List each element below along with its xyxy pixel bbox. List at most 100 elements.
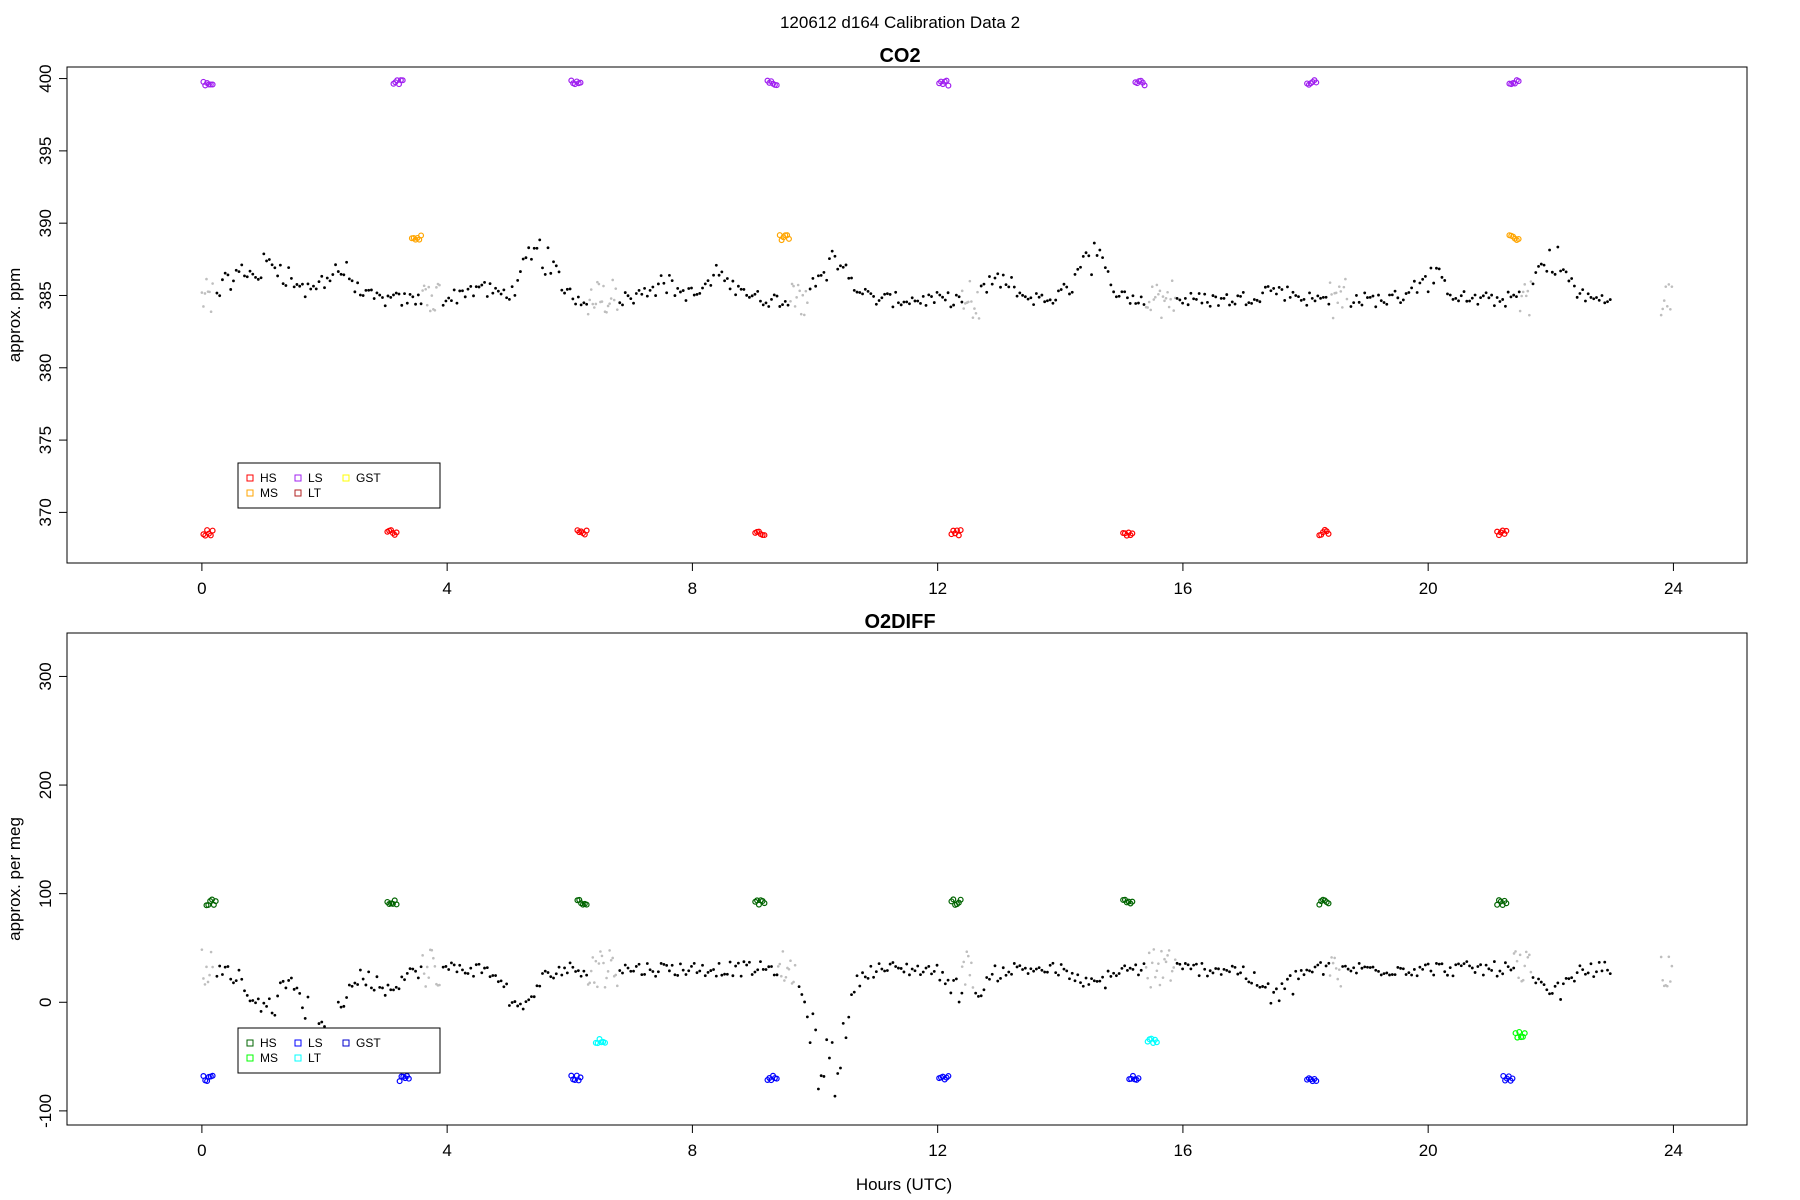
o2diff-sample-point	[1004, 973, 1008, 977]
o2diff-sample-point	[1087, 983, 1091, 986]
o2diff-flush-point	[1659, 955, 1663, 959]
o2diff-cal-point-hs	[1129, 898, 1136, 905]
co2-sample-point	[552, 260, 555, 264]
o2diff-sample-point	[342, 1004, 346, 1008]
co2-flush-point	[1661, 307, 1664, 311]
o2diff-sample-point	[1236, 972, 1240, 976]
co2-sample-point	[1178, 298, 1182, 302]
co2-sample-point	[1288, 295, 1292, 299]
o2diff-legend-label-hs: HS	[260, 1036, 277, 1050]
co2-sample-point	[687, 287, 691, 290]
co2-x-tick-label: 8	[688, 579, 697, 598]
o2diff-sample-point	[372, 988, 376, 992]
o2diff-sample-point	[347, 983, 351, 987]
o2diff-sample-point	[692, 961, 696, 965]
co2-sample-point	[654, 294, 658, 297]
o2diff-sample-point	[960, 991, 964, 995]
o2diff-sample-point	[1244, 977, 1248, 981]
o2diff-sample-point	[905, 962, 909, 966]
co2-sample-point	[767, 305, 771, 308]
co2-sample-point	[549, 271, 553, 275]
o2diff-y-axis-label: approx. per meg	[5, 817, 24, 941]
co2-sample-point	[645, 294, 649, 298]
co2-sample-point	[952, 303, 955, 307]
o2diff-sample-point	[1396, 966, 1400, 969]
o2diff-sample-point	[670, 963, 674, 967]
o2diff-sample-point	[1481, 973, 1485, 977]
co2-sample-point	[874, 302, 878, 306]
o2diff-sample-point	[267, 997, 271, 1001]
o2diff-sample-point	[1426, 962, 1430, 966]
o2diff-sample-point	[1134, 963, 1138, 967]
o2diff-flush-point	[776, 965, 780, 968]
o2diff-flush-point	[1512, 952, 1516, 955]
co2-sample-point	[690, 286, 693, 290]
co2-cal-point-ls	[1313, 79, 1320, 86]
co2-sample-point	[306, 282, 310, 286]
o2diff-sample-point	[1597, 960, 1601, 964]
co2-sample-point	[1608, 298, 1612, 301]
co2-sample-point	[1101, 256, 1104, 260]
o2diff-sample-point	[400, 975, 404, 979]
co2-sample-point	[676, 286, 680, 290]
o2diff-flush-point	[1333, 956, 1336, 960]
o2diff-sample-point	[725, 972, 729, 976]
co2-flush-point	[971, 316, 975, 319]
o2diff-sample-point	[1046, 970, 1049, 974]
o2diff-legend-label-gst: GST	[356, 1036, 381, 1050]
o2diff-sample-point	[218, 964, 222, 968]
co2-sample-point	[1371, 294, 1375, 298]
o2diff-x-axis: 0 4 8 12 16 20 24	[197, 1124, 1683, 1160]
co2-sample-point	[1581, 288, 1585, 292]
o2diff-sample-point	[993, 964, 997, 968]
co2-sample-point	[734, 293, 738, 297]
o2diff-sample-point	[1327, 961, 1331, 965]
co2-flush-point	[1164, 297, 1168, 300]
o2diff-sample-point	[714, 974, 718, 978]
co2-sample-point	[1230, 300, 1234, 304]
o2diff-legend-label-ls: LS	[308, 1036, 323, 1050]
o2diff-flush-point	[1149, 986, 1153, 989]
co2-sample-point	[1200, 301, 1204, 305]
co2-sample-point	[262, 252, 266, 256]
o2diff-sample-point	[284, 986, 288, 990]
co2-sample-point	[1459, 294, 1463, 298]
o2diff-sample-point	[1299, 969, 1303, 972]
co2-sample-point	[372, 297, 376, 300]
co2-sample-point	[756, 290, 760, 293]
co2-sample-point	[521, 257, 525, 261]
o2diff-flush-point	[967, 954, 970, 958]
o2diff-panel: O2DIFF 0 4 8 12 16 20 24 -100 0 100 200 300 approx…	[5, 611, 1748, 1194]
co2-sample-point	[265, 259, 268, 263]
co2-flush-point	[608, 302, 611, 305]
o2diff-flush-point	[591, 956, 595, 959]
o2diff-flush-point	[211, 965, 214, 969]
o2diff-sample-point	[350, 984, 354, 988]
o2diff-flush-point	[1173, 958, 1177, 961]
co2-sample-point	[303, 295, 307, 299]
co2-legend-box	[237, 462, 441, 509]
co2-sample-point	[1473, 293, 1477, 297]
co2-cal-point-hs	[957, 527, 964, 534]
co2-sample-point	[1401, 298, 1405, 302]
co2-sample-point	[1360, 303, 1364, 307]
co2-sample-point	[1183, 296, 1187, 300]
co2-flush-point	[799, 312, 803, 316]
o2diff-sample-point	[858, 984, 862, 988]
o2diff-sample-point	[463, 971, 467, 975]
o2diff-sample-point	[1294, 969, 1298, 973]
co2-sample-point	[1589, 296, 1593, 299]
co2-flush-point	[422, 284, 426, 288]
co2-sample-point	[1244, 303, 1248, 307]
co2-sample-point	[1310, 296, 1314, 300]
o2diff-sample-point	[651, 970, 655, 973]
o2diff-sample-point	[1316, 963, 1320, 967]
o2diff-sample-point	[1310, 970, 1314, 974]
o2diff-flush-point	[206, 980, 210, 984]
co2-flush-point	[792, 284, 795, 288]
o2diff-sample-point	[1195, 962, 1198, 966]
co2-sample-point	[1203, 292, 1207, 296]
co2-sample-point	[872, 295, 875, 298]
o2diff-sample-point	[458, 963, 462, 967]
co2-sample-point	[814, 284, 818, 288]
